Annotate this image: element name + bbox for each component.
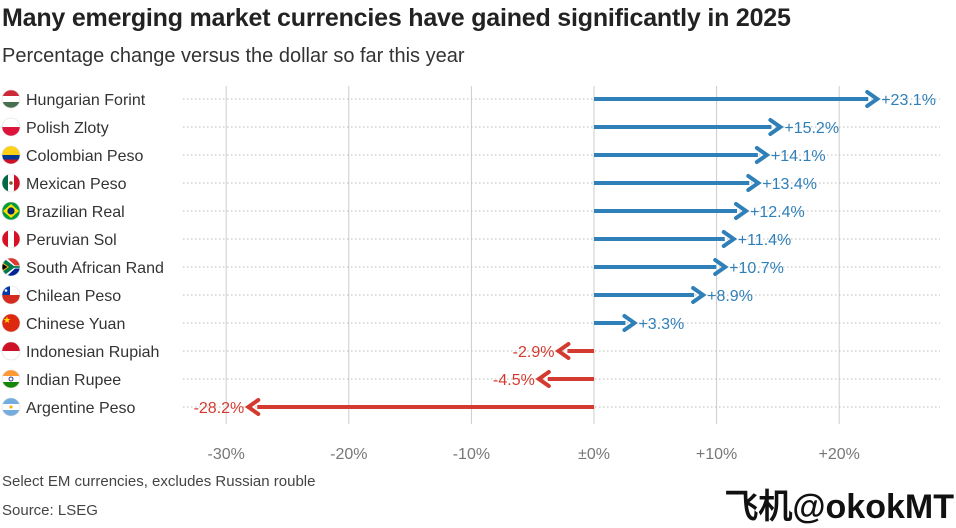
data-label: +10.7% bbox=[729, 260, 784, 277]
chile-flag bbox=[1, 285, 21, 305]
category-label: Peruvian Sol bbox=[26, 232, 117, 249]
hungary-flag bbox=[1, 89, 21, 109]
bar-row: Hungarian Forint +23.1% bbox=[1, 89, 940, 109]
category-label: Chilean Peso bbox=[26, 288, 121, 305]
bar-row: Peruvian Sol +11.4% bbox=[1, 229, 940, 249]
bar-row: Argentine Peso -28.2% bbox=[1, 397, 940, 417]
category-label: Chinese Yuan bbox=[26, 316, 125, 333]
data-label: +3.3% bbox=[638, 316, 684, 333]
data-label: +8.9% bbox=[707, 288, 753, 305]
bar-chart: Hungarian Forint +23.1% Polish Zloty +15.2%… bbox=[1, 86, 940, 463]
chart-title: Many emerging market currencies have gai… bbox=[2, 4, 791, 32]
data-label: +13.4% bbox=[762, 176, 817, 193]
x-tick-label: ±0% bbox=[578, 446, 610, 463]
bar-arrowhead bbox=[713, 258, 729, 276]
bar-row: Brazilian Real +12.4% bbox=[1, 201, 940, 221]
x-tick-label: +10% bbox=[696, 446, 737, 463]
data-label: +14.1% bbox=[771, 148, 826, 165]
footnote: Select EM currencies, excludes Russian r… bbox=[2, 473, 316, 490]
bar-row: Polish Zloty +15.2% bbox=[1, 117, 940, 137]
bar-arrowhead bbox=[865, 90, 881, 108]
x-tick-label: -20% bbox=[330, 446, 367, 463]
x-tick-label: -10% bbox=[453, 446, 490, 463]
data-label: +23.1% bbox=[881, 92, 936, 109]
bar-arrowhead bbox=[622, 314, 638, 332]
data-label: +15.2% bbox=[784, 120, 839, 137]
x-tick-label: +20% bbox=[819, 446, 860, 463]
category-label: Mexican Peso bbox=[26, 176, 127, 193]
south-africa-flag bbox=[1, 257, 21, 277]
bar-arrowhead bbox=[554, 342, 571, 360]
category-label: South African Rand bbox=[26, 260, 164, 277]
bar-row: Colombian Peso +14.1% bbox=[1, 145, 940, 165]
data-label: -28.2% bbox=[194, 400, 245, 417]
category-label: Brazilian Real bbox=[26, 204, 125, 221]
category-label: Hungarian Forint bbox=[26, 92, 146, 109]
category-label: Colombian Peso bbox=[26, 148, 144, 165]
category-label: Indonesian Rupiah bbox=[26, 344, 159, 361]
bar-row: Indian Rupee -4.5% bbox=[1, 369, 940, 389]
grid-layer bbox=[225, 86, 840, 424]
mexico-flag bbox=[1, 173, 21, 193]
category-label: Polish Zloty bbox=[26, 120, 109, 137]
chart-subtitle: Percentage change versus the dollar so f… bbox=[2, 45, 465, 67]
data-label: +11.4% bbox=[738, 232, 792, 249]
india-flag bbox=[1, 369, 21, 389]
source-note: Source: LSEG bbox=[2, 502, 98, 519]
bar-arrowhead bbox=[691, 286, 707, 304]
watermark: 飞机@okokMT bbox=[724, 488, 954, 526]
brazil-flag bbox=[1, 201, 21, 221]
x-tick-label: -30% bbox=[208, 446, 245, 463]
bar-arrowhead bbox=[721, 230, 738, 248]
bar-arrowhead bbox=[244, 398, 261, 416]
data-label: -4.5% bbox=[493, 372, 535, 389]
bar-arrowhead bbox=[746, 174, 762, 192]
bar-row: Chinese Yuan +3.3% bbox=[1, 313, 940, 333]
bar-arrowhead bbox=[734, 202, 750, 220]
x-axis-ticks: -30% -20% -10% ±0% +10% +20% bbox=[208, 446, 860, 463]
bar-row: Chilean Peso +8.9% bbox=[1, 285, 940, 305]
data-label: +12.4% bbox=[750, 204, 805, 221]
colombia-flag bbox=[1, 145, 21, 165]
argentina-flag bbox=[1, 397, 21, 417]
china-flag bbox=[1, 313, 21, 333]
bar-row: Indonesian Rupiah -2.9% bbox=[1, 341, 940, 361]
data-label: -2.9% bbox=[513, 344, 555, 361]
category-label: Indian Rupee bbox=[26, 372, 121, 389]
bar-arrowhead bbox=[754, 146, 771, 164]
bar-arrowhead bbox=[768, 118, 784, 136]
indonesia-flag bbox=[1, 341, 21, 361]
bar-arrowhead bbox=[535, 370, 551, 388]
bar-row: Mexican Peso +13.4% bbox=[1, 173, 940, 193]
category-label: Argentine Peso bbox=[26, 400, 136, 417]
peru-flag bbox=[1, 229, 21, 249]
poland-flag bbox=[1, 117, 21, 137]
rows-layer: Hungarian Forint +23.1% Polish Zloty +15.2%… bbox=[1, 89, 940, 417]
bar-row: South African Rand +10.7% bbox=[1, 257, 940, 277]
